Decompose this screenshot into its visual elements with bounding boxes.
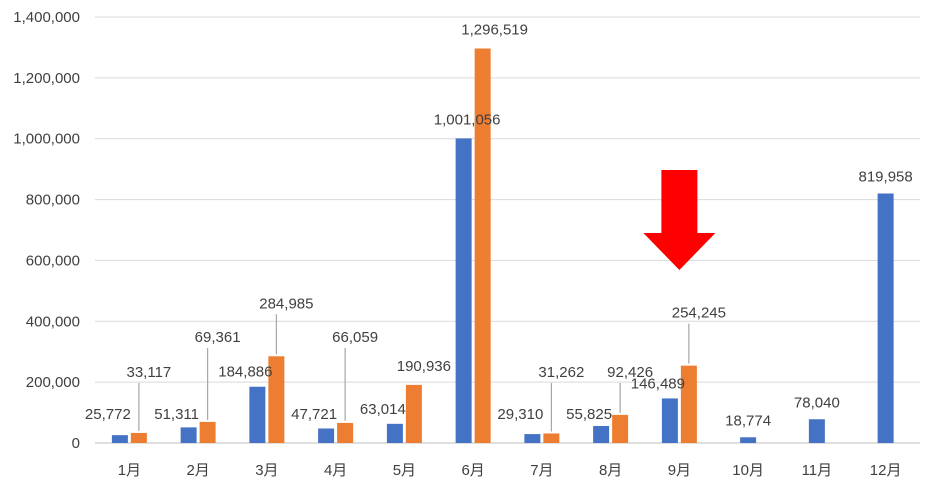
bar-series-1 [661,398,678,443]
data-label-series-2: 92,426 [607,364,653,381]
data-label-series-1: 47,721 [291,406,337,423]
data-label-series-2: 190,936 [397,358,451,375]
bar-series-2 [680,365,697,443]
y-tick-label: 1,000,000 [13,131,80,148]
data-label-series-2: 33,117 [126,364,171,381]
bar-series-1 [524,434,541,443]
annotation [643,170,716,270]
data-label-series-1: 146,489 [631,375,685,392]
data-label-series-1: 63,014 [360,401,406,418]
bar-series-1 [740,437,757,443]
data-labels: 25,772 33,117 51,311 69,361 184,886 284,985 47… [85,21,913,429]
x-category-label: 6月 [461,462,484,479]
y-tick-label: 200,000 [26,374,80,391]
x-category-label: 7月 [530,462,553,479]
y-tick-label: 400,000 [26,313,80,330]
bar-series-2 [612,414,629,443]
x-category-label: 5月 [393,462,416,479]
gridlines [95,16,920,444]
x-category-label: 1月 [118,462,141,479]
data-label-series-1: 18,774 [725,412,771,429]
bar-series-2 [337,422,354,443]
bar-series-2 [130,432,147,443]
x-category-label: 2月 [186,462,209,479]
data-label-series-1: 25,772 [85,406,131,423]
y-tick-label: 0 [72,435,80,452]
bar-series-1 [180,427,197,443]
data-label-series-1: 55,825 [566,406,612,423]
bar-series-2 [405,384,422,443]
bar-series-2 [268,356,285,443]
x-category-label: 9月 [668,462,691,479]
y-tick-label: 1,400,000 [13,9,80,26]
y-tick-label: 1,200,000 [13,70,80,87]
x-category-label: 4月 [324,462,347,479]
bar-series-2 [199,421,216,443]
data-label-series-2: 31,262 [538,364,584,381]
data-label-series-1: 78,040 [794,394,840,411]
x-category-label: 12月 [870,462,902,479]
y-tick-label: 800,000 [26,192,80,209]
y-axis-ticks: 0 200,000 400,000 600,000 800,000 1,000,000 1,… [13,9,80,452]
data-label-series-2: 284,985 [259,295,313,312]
bar-series-1 [386,423,403,443]
bars [111,48,894,444]
bar-series-1 [808,419,825,443]
x-category-label: 10月 [732,462,764,479]
x-category-label: 8月 [599,462,622,479]
data-label-series-2: 1,296,519 [461,21,528,38]
bar-series-1 [111,435,128,443]
down-arrow-icon [643,170,716,270]
bar-series-2 [474,48,491,443]
bar-series-1 [249,386,266,443]
bar-series-1 [318,428,335,443]
x-category-label: 3月 [255,462,278,479]
x-category-label: 11月 [802,462,833,479]
data-label-series-2: 69,361 [195,329,241,346]
y-tick-label: 600,000 [26,252,80,269]
data-label-series-1: 51,311 [154,406,199,423]
data-label-series-1: 819,958 [859,168,913,185]
data-label-series-1: 1,001,056 [434,111,501,128]
x-axis-categories: 1月 2月 3月 4月 5月 6月 7月 8月 9月 10月 11月 12月 [118,462,902,479]
bar-series-2 [543,433,560,443]
data-label-series-2: 254,245 [672,305,726,322]
bar-series-1 [877,193,894,443]
bar-series-1 [593,426,610,443]
bar-series-1 [455,138,472,444]
data-label-series-1: 184,886 [218,364,272,381]
data-label-series-2: 66,059 [332,329,378,346]
leader-lines [138,314,690,432]
data-label-series-1: 29,310 [497,406,543,423]
